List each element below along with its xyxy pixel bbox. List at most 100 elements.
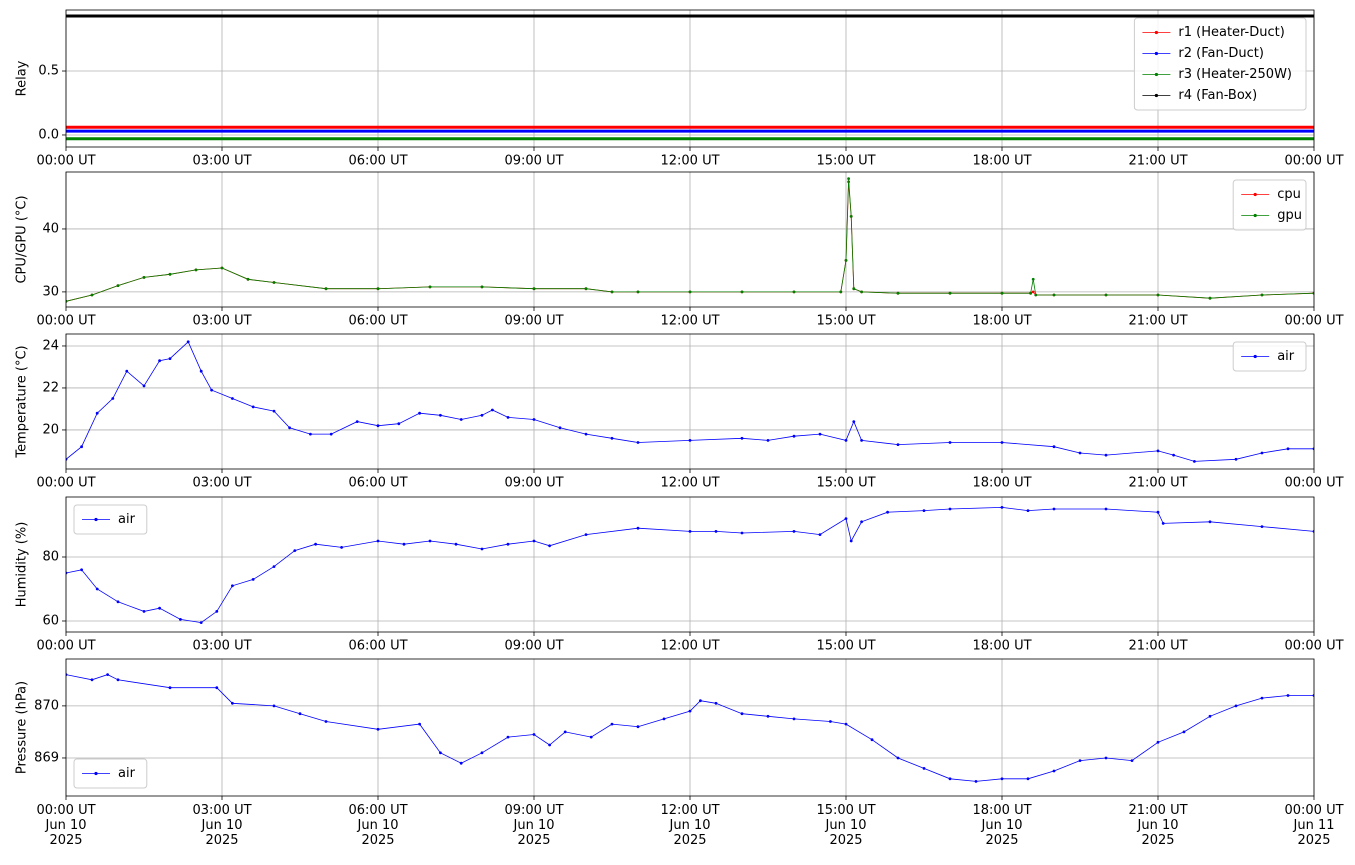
x-tick-label: 21:00 UT	[1128, 476, 1187, 491]
x-tick-label: 21:00 UT Jun 10 2025	[1128, 803, 1187, 848]
legend: air	[73, 504, 148, 535]
x-tick-label: 00:00 UT	[1284, 154, 1343, 169]
subplot: 00:00 UT Jun 10 2025 03:00 UT Jun 10 2025 06:0…	[15, 658, 1344, 848]
x-tick-label: 06:00 UT Jun 10 2025	[348, 803, 407, 848]
data-line	[66, 506, 1314, 624]
legend-label: cpu	[1277, 187, 1301, 202]
legend-marker	[1154, 30, 1158, 35]
subplot: 00:00 UT 03:00 UT 06:00 UT 09:00 UT 12:00 UT…	[15, 496, 1344, 654]
x-tick-label: 00:00 UT	[36, 154, 95, 169]
legend-label: r4 (Fan-Box)	[1178, 88, 1257, 103]
y-axis-label: Relay	[15, 60, 30, 96]
x-tick-label: 18:00 UT	[972, 314, 1031, 329]
x-tick-label: 15:00 UT	[816, 639, 875, 654]
x-tick-label: 18:00 UT Jun 10 2025	[972, 803, 1031, 848]
data-line	[66, 340, 1314, 463]
legend-label: air	[118, 512, 136, 527]
x-tick-label: 03:00 UT	[192, 639, 251, 654]
legend-marker	[1253, 354, 1257, 359]
x-tick-label: 09:00 UT	[504, 476, 563, 491]
legend-box	[73, 758, 148, 789]
plot-frame	[65, 333, 1315, 470]
x-tick-label: 12:00 UT	[660, 154, 719, 169]
legend-box	[73, 504, 148, 535]
data-line	[66, 673, 1314, 783]
legend-label: r1 (Heater-Duct)	[1178, 25, 1284, 40]
x-tick-label: 00:00 UT	[36, 314, 95, 329]
x-tick-label: 21:00 UT	[1128, 314, 1187, 329]
legend: r1 (Heater-Duct) r2 (Fan-Duct) r3 (Heater-…	[1133, 17, 1307, 111]
subplot: 00:00 UT 03:00 UT 06:00 UT 09:00 UT 12:00 UT…	[15, 9, 1344, 169]
legend-box	[1232, 341, 1307, 372]
y-tick-label: 80	[42, 549, 59, 564]
y-axis-label: Temperature (°C)	[15, 345, 30, 458]
data-line	[66, 177, 1314, 303]
x-tick-label: 06:00 UT	[348, 639, 407, 654]
x-tick-label: 00:00 UT	[1284, 476, 1343, 491]
x-tick-label: 21:00 UT	[1128, 154, 1187, 169]
legend: cpu gpu	[1232, 179, 1307, 231]
y-tick-label: 24	[42, 338, 59, 353]
y-tick-label: 20	[42, 422, 59, 437]
x-tick-label: 15:00 UT	[816, 476, 875, 491]
x-tick-label: 12:00 UT	[660, 314, 719, 329]
x-tick-label: 09:00 UT	[504, 154, 563, 169]
legend-marker	[1154, 93, 1158, 98]
x-tick-label: 15:00 UT	[816, 314, 875, 329]
subplot: 00:00 UT 03:00 UT 06:00 UT 09:00 UT 12:00 UT…	[15, 333, 1344, 491]
x-tick-label: 06:00 UT	[348, 154, 407, 169]
plot-frame	[65, 496, 1315, 633]
x-tick-label: 00:00 UT	[1284, 639, 1343, 654]
legend-label: air	[1277, 349, 1295, 364]
y-tick-label: 22	[42, 380, 59, 395]
x-tick-label: 18:00 UT	[972, 154, 1031, 169]
x-tick-label: 00:00 UT Jun 11 2025	[1284, 803, 1343, 848]
x-tick-label: 18:00 UT	[972, 639, 1031, 654]
plot-frame	[65, 171, 1315, 308]
y-tick-label: 30	[42, 284, 59, 299]
x-tick-label: 00:00 UT	[1284, 314, 1343, 329]
x-tick-label: 09:00 UT	[504, 314, 563, 329]
x-tick-label: 00:00 UT	[36, 639, 95, 654]
legend-label: air	[118, 766, 136, 781]
x-tick-label: 06:00 UT	[348, 314, 407, 329]
legend-marker	[1154, 51, 1158, 56]
x-tick-label: 03:00 UT	[192, 314, 251, 329]
y-axis-label: Humidity (%)	[15, 522, 30, 608]
legend-marker	[94, 517, 98, 522]
x-tick-label: 03:00 UT Jun 10 2025	[192, 803, 251, 848]
legend: air	[73, 758, 148, 789]
x-tick-label: 03:00 UT	[192, 154, 251, 169]
x-tick-label: 15:00 UT	[816, 154, 875, 169]
subplot: 00:00 UT 03:00 UT 06:00 UT 09:00 UT 12:00 UT…	[15, 171, 1344, 329]
legend-label: r2 (Fan-Duct)	[1178, 46, 1264, 61]
x-tick-label: 12:00 UT Jun 10 2025	[660, 803, 719, 848]
x-tick-label: 06:00 UT	[348, 476, 407, 491]
y-tick-label: 870	[34, 698, 59, 713]
x-tick-label: 12:00 UT	[660, 639, 719, 654]
legend: air	[1232, 341, 1307, 372]
x-tick-label: 21:00 UT	[1128, 639, 1187, 654]
legend-marker	[1154, 72, 1158, 77]
y-axis-label: CPU/GPU (°C)	[15, 195, 30, 283]
plot-frame	[65, 658, 1315, 797]
legend-box	[1232, 179, 1307, 231]
x-tick-label: 18:00 UT	[972, 476, 1031, 491]
legend-label: gpu	[1277, 208, 1302, 223]
legend-label: r3 (Heater-250W)	[1178, 67, 1292, 82]
y-tick-label: 0.5	[38, 64, 59, 79]
legend-marker	[94, 771, 98, 776]
x-tick-label: 09:00 UT Jun 10 2025	[504, 803, 563, 848]
y-tick-label: 60	[42, 613, 59, 628]
x-tick-label: 09:00 UT	[504, 639, 563, 654]
legend-marker	[1253, 192, 1257, 197]
x-tick-label: 03:00 UT	[192, 476, 251, 491]
x-tick-label: 00:00 UT	[36, 476, 95, 491]
plot-frame	[65, 9, 1315, 148]
x-tick-label: 12:00 UT	[660, 476, 719, 491]
x-tick-label: 15:00 UT Jun 10 2025	[816, 803, 875, 848]
legend-box	[1133, 17, 1307, 111]
x-tick-label: 00:00 UT Jun 10 2025	[36, 803, 95, 848]
y-tick-label: 40	[42, 221, 59, 236]
